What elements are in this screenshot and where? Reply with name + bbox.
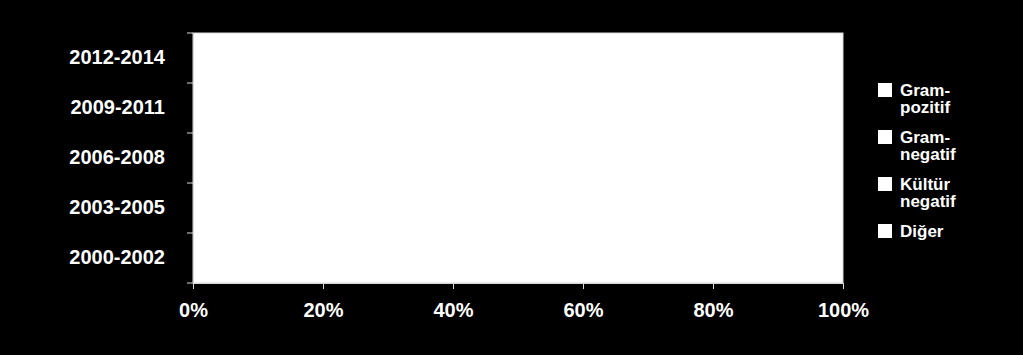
x-tick-label: 80%: [693, 299, 733, 321]
legend-swatch: [878, 177, 892, 191]
y-axis-line: [193, 34, 194, 284]
x-tick-mark: [583, 283, 584, 289]
legend-label: Kültürnegatif: [900, 175, 956, 211]
category-divider: [187, 283, 193, 284]
y-tick-label: 2000-2002: [69, 246, 165, 268]
x-axis-line: [194, 284, 844, 290]
y-tick: 2012-2014: [69, 46, 193, 68]
y-tick: 2009-2011: [70, 96, 193, 118]
legend-swatch: [878, 224, 892, 238]
category-divider: [187, 83, 193, 84]
x-tick-mark: [193, 283, 194, 289]
category-divider: [187, 183, 193, 184]
x-tick: 0%: [179, 283, 208, 321]
chart: 0% 20% 40% 60% 80% 100% 2000-2002 2003-2005 2006…: [0, 0, 1023, 355]
legend-label: Diğer: [900, 222, 944, 241]
x-tick-mark: [453, 283, 454, 289]
x-tick-mark: [713, 283, 714, 289]
x-tick: 40%: [433, 283, 473, 321]
x-tick-mark: [323, 283, 324, 289]
x-tick-label: 60%: [563, 299, 603, 321]
category-divider: [187, 233, 193, 234]
legend-swatch: [878, 130, 892, 144]
legend-swatch: [878, 83, 892, 97]
y-tick-label: 2009-2011: [70, 96, 165, 118]
category-divider: [187, 133, 193, 134]
x-tick-label: 0%: [179, 299, 208, 321]
x-tick-label: 100%: [818, 299, 869, 321]
x-tick-mark: [843, 283, 844, 289]
x-tick-label: 20%: [303, 299, 343, 321]
y-tick: 2000-2002: [69, 246, 193, 268]
plot-area: [193, 33, 843, 283]
y-tick: 2006-2008: [69, 146, 193, 168]
legend-label: Gram-pozitif: [900, 81, 950, 117]
category-divider: [187, 33, 193, 34]
x-axis: 0% 20% 40% 60% 80% 100%: [179, 283, 869, 321]
x-tick: 20%: [303, 283, 343, 321]
y-tick: 2003-2005: [69, 196, 193, 218]
y-tick-label: 2012-2014: [69, 46, 166, 68]
x-tick: 80%: [693, 283, 733, 321]
x-tick-label: 40%: [433, 299, 473, 321]
y-tick-label: 2003-2005: [69, 196, 165, 218]
y-tick-label: 2006-2008: [69, 146, 165, 168]
x-tick: 60%: [563, 283, 603, 321]
legend: Gram-pozitif Gram-negatif Kültürnegatif Diğ…: [878, 81, 956, 241]
y-axis: 2000-2002 2003-2005 2006-2008 2009-2011 2012…: [69, 34, 193, 284]
x-tick: 100%: [818, 283, 869, 321]
legend-label: Gram-negatif: [900, 128, 956, 164]
